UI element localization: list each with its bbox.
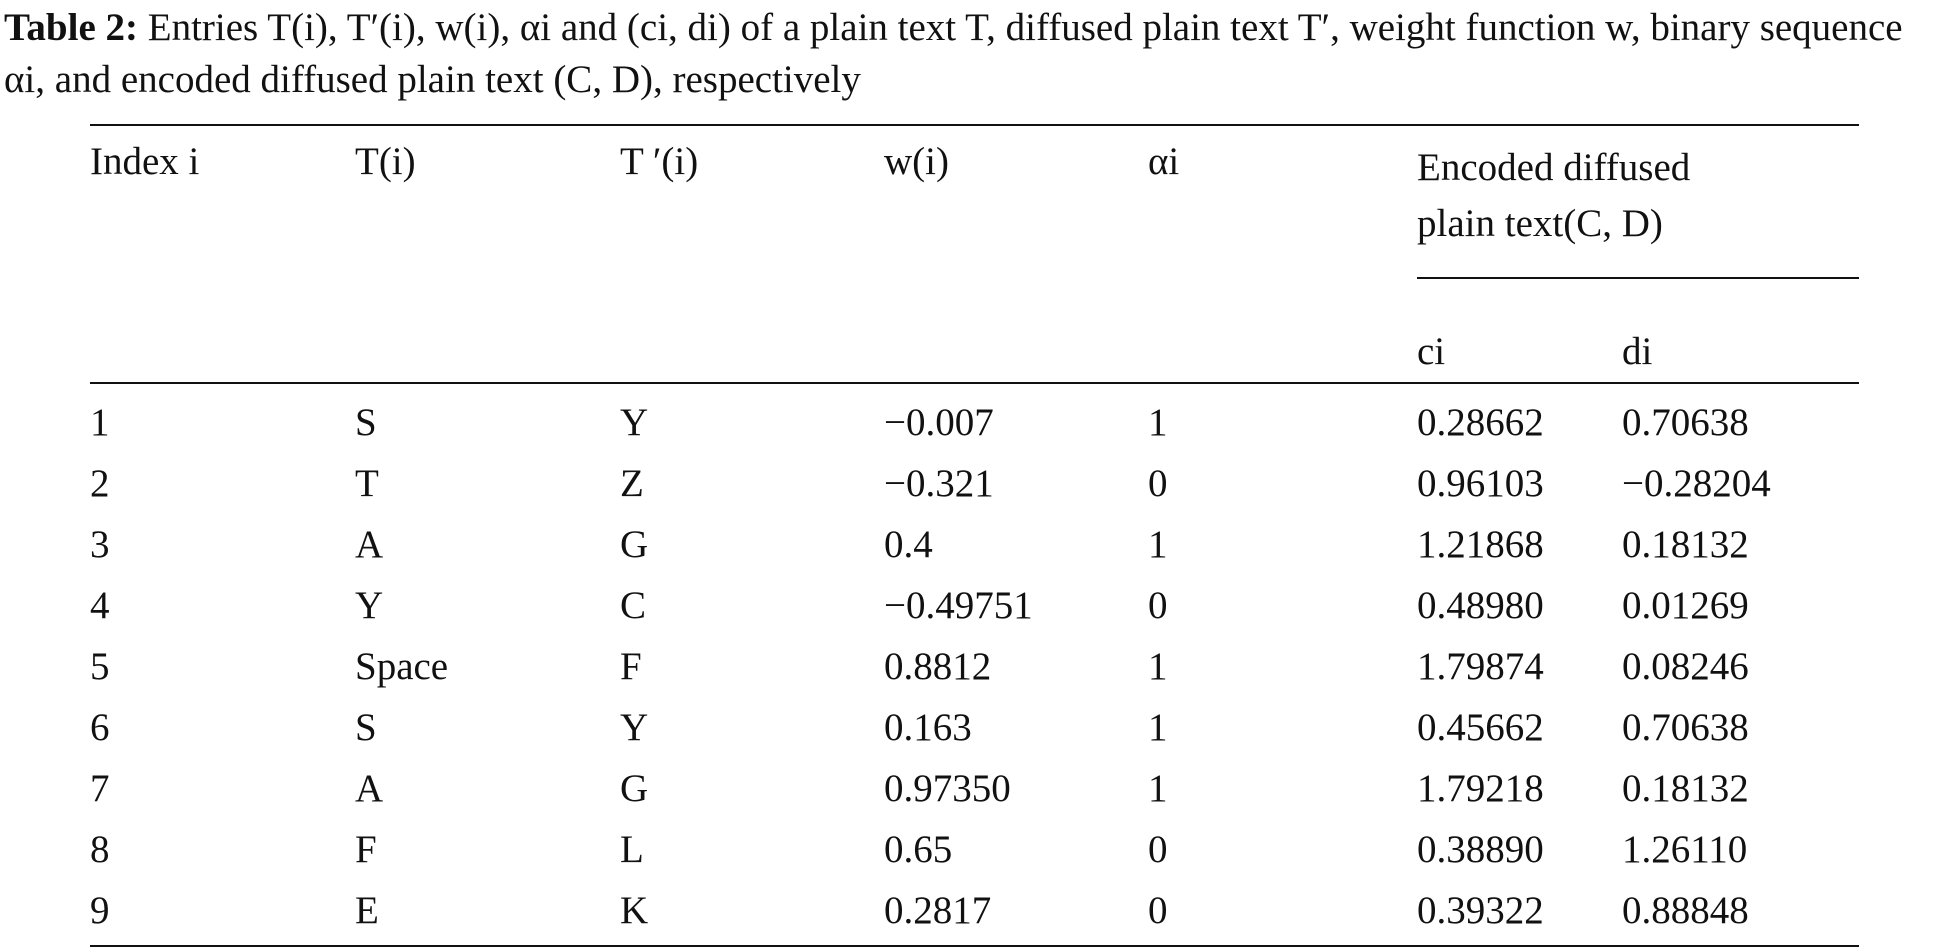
table-cell: 6 — [90, 706, 110, 749]
table-cell: 7 — [90, 767, 110, 810]
column-header: T ′(i) — [620, 140, 699, 183]
table-cell: 0.38890 — [1417, 828, 1544, 871]
table-cell: 1 — [1148, 401, 1168, 444]
table-cell: −0.49751 — [884, 584, 1033, 627]
bottom-rule — [90, 945, 1859, 947]
column-header: w(i) — [884, 140, 949, 183]
table-cell: 0.39322 — [1417, 889, 1544, 932]
table-cell: A — [355, 767, 384, 810]
table-cell: 0.2817 — [884, 889, 992, 932]
table-cell: T — [355, 462, 379, 505]
table-cell: 0.97350 — [884, 767, 1011, 810]
table-cell: 0.01269 — [1622, 584, 1749, 627]
table-cell: 5 — [90, 645, 110, 688]
table-cell: L — [620, 828, 644, 871]
column-header: T(i) — [355, 140, 416, 183]
table-cell: 0.4 — [884, 523, 933, 566]
table-cell: 1 — [1148, 706, 1168, 749]
table-cell: S — [355, 401, 377, 444]
table-cell: A — [355, 523, 384, 566]
table-cell: 3 — [90, 523, 110, 566]
table-cell: 0.65 — [884, 828, 953, 871]
table-cell: 0.70638 — [1622, 706, 1749, 749]
table-cell: Z — [620, 462, 644, 505]
caption: Table 2: Entries T(i), T′(i), w(i), αi a… — [4, 2, 1949, 106]
column-subheader: di — [1622, 330, 1653, 373]
table-cell: 1 — [1148, 523, 1168, 566]
table-cell: 8 — [90, 828, 110, 871]
table-cell: 1.79218 — [1417, 767, 1544, 810]
table-cell: 2 — [90, 462, 110, 505]
table-cell: −0.321 — [884, 462, 994, 505]
table-cell: 1 — [1148, 645, 1168, 688]
table-cell: 0.18132 — [1622, 767, 1749, 810]
table-cell: 0 — [1148, 462, 1168, 505]
table-cell: 4 — [90, 584, 110, 627]
table-cell: 1 — [90, 401, 110, 444]
table-cell: 1.21868 — [1417, 523, 1544, 566]
table-cell: 0.08246 — [1622, 645, 1749, 688]
caption-text: Entries T(i), T′(i), w(i), αi and (ci, d… — [4, 6, 1903, 101]
table-cell: 0 — [1148, 828, 1168, 871]
column-header: Index i — [90, 140, 200, 183]
table-cell: K — [620, 889, 649, 932]
header-rule — [90, 382, 1859, 384]
column-header: αi — [1148, 140, 1180, 183]
table-cell: −0.28204 — [1622, 462, 1771, 505]
table-cell: 0.45662 — [1417, 706, 1544, 749]
column-header: Encoded diffused plain text(C, D) — [1417, 146, 1691, 245]
table-cell: 9 — [90, 889, 110, 932]
table-cell: 0.28662 — [1417, 401, 1544, 444]
table-cell: 1.26110 — [1622, 828, 1748, 871]
table-cell: F — [355, 828, 377, 871]
table-cell: 1.79874 — [1417, 645, 1544, 688]
table-cell: Y — [620, 706, 649, 749]
top-rule — [90, 124, 1859, 126]
column-subheader: ci — [1417, 330, 1446, 373]
table-cell: Y — [620, 401, 649, 444]
table-cell: 0.163 — [884, 706, 972, 749]
table-cell: −0.007 — [884, 401, 994, 444]
table-cell: S — [355, 706, 377, 749]
table-cell: F — [620, 645, 642, 688]
table-cell: 0.70638 — [1622, 401, 1749, 444]
table-cell: G — [620, 767, 649, 810]
table-cell: Space — [355, 645, 449, 688]
group-rule — [1417, 277, 1859, 279]
table-cell: 0 — [1148, 584, 1168, 627]
table-cell: 0.88848 — [1622, 889, 1749, 932]
table-cell: 0.8812 — [884, 645, 992, 688]
caption-label: Table 2: — [4, 6, 139, 49]
table-cell: G — [620, 523, 649, 566]
table-cell: C — [620, 584, 647, 627]
table-cell: 0.48980 — [1417, 584, 1544, 627]
table-cell: Y — [355, 584, 384, 627]
table-cell: E — [355, 889, 379, 932]
table-cell: 0.96103 — [1417, 462, 1544, 505]
table-cell: 1 — [1148, 767, 1168, 810]
table-cell: 0.18132 — [1622, 523, 1749, 566]
table-cell: 0 — [1148, 889, 1168, 932]
